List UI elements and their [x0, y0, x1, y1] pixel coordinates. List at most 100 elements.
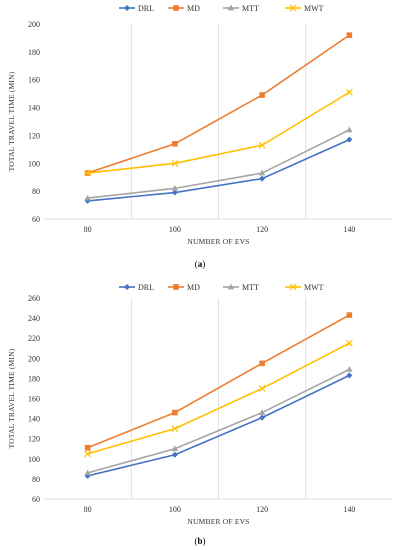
data-point-drl [171, 189, 178, 196]
data-point-mwt [171, 425, 179, 433]
data-point-mwt-stroke-b [345, 88, 353, 96]
legend-marker-mtt [227, 4, 235, 11]
y-tick-label: 140 [28, 104, 40, 113]
y-tick-label: 160 [28, 76, 40, 85]
series-line-drl [87, 374, 350, 477]
x-tick-label: 100 [169, 225, 181, 234]
data-point-mwt-stroke-b [258, 141, 266, 149]
legend-marker-mwt-stroke-b [289, 283, 297, 291]
legend-label-drl: DRL [138, 283, 154, 292]
y-tick-label: 100 [28, 455, 40, 464]
data-point-mwt-stroke-b [345, 339, 353, 347]
data-point-mwt [171, 159, 179, 167]
legend: DRL MD MTT MWT [119, 283, 324, 292]
y-tick-label: 80 [32, 187, 40, 196]
y-tick-label: 220 [28, 334, 40, 343]
data-point-md [259, 92, 265, 98]
series-line-mtt [87, 368, 350, 474]
x-tick-label: 80 [84, 225, 92, 234]
y-tick-label: 180 [28, 48, 40, 57]
data-point-md [172, 140, 178, 147]
legend-label-mwt: MWT [304, 4, 324, 13]
chart-a: 60 80 100 120 140 160 180 200 80 100 120 140 NUMBER … [7, 4, 393, 269]
legend: DRL MD MTT MWT [119, 4, 324, 13]
y-tick-label: 200 [28, 20, 40, 29]
data-point-mtt [258, 409, 266, 415]
y-axis-label: TOTAL TRAVEL TIME (MIN) [7, 348, 16, 448]
y-tick-label: 60 [32, 215, 40, 224]
data-point-md [259, 360, 265, 367]
data-point-drl [171, 451, 178, 458]
legend-marker-mtt [227, 283, 235, 290]
legend-label-md: MD [187, 4, 200, 13]
y-tick-label: 120 [28, 131, 40, 140]
data-point-md [172, 409, 178, 416]
data-point-drl [259, 414, 266, 421]
series-line-mwt [87, 91, 350, 174]
y-tick-label: 140 [28, 415, 40, 424]
data-point-mtt [346, 365, 353, 372]
legend-marker-mwt [289, 4, 297, 12]
data-point-mwt [84, 450, 92, 458]
x-axis-label: NUMBER OF EVS [187, 237, 249, 246]
legend-label-mwt: MWT [304, 283, 324, 292]
data-point-drl [346, 136, 353, 143]
chart-b: 60 80 100 120 140 160 180 200 220 240 260 80 100 120 1… [7, 283, 393, 546]
data-point-mwt-stroke-b [258, 385, 266, 392]
series-line-md [87, 314, 350, 449]
x-tick-label: 140 [343, 225, 355, 234]
data-point-mwt [258, 141, 266, 149]
y-tick-label: 120 [28, 435, 40, 444]
data-point-drl [259, 175, 266, 182]
legend-marker-drl [124, 284, 130, 290]
data-point-mwt [84, 169, 92, 177]
legend-marker-md [173, 5, 179, 11]
y-tick-label: 260 [28, 294, 40, 303]
data-point-mwt-stroke-b [84, 169, 92, 177]
data-point-mwt-stroke-b [84, 450, 92, 458]
data-point-mwt-stroke-b [171, 159, 179, 167]
legend-label-md: MD [187, 283, 200, 292]
x-tick-label: 80 [84, 505, 92, 514]
y-tick-label: 160 [28, 395, 40, 404]
x-tick-label: 120 [256, 225, 268, 234]
legend-label-drl: DRL [138, 4, 154, 13]
x-tick-label: 140 [343, 505, 355, 514]
data-point-mtt [84, 194, 91, 201]
data-point-mtt [84, 469, 91, 476]
legend-marker-mwt [289, 283, 297, 291]
data-point-mtt [171, 445, 179, 452]
legend-marker-drl [124, 5, 130, 11]
data-point-mwt [345, 339, 353, 347]
y-tick-label: 200 [28, 354, 40, 363]
y-tick-label: 80 [32, 475, 40, 484]
data-point-mwt-stroke-b [171, 425, 179, 433]
series-line-md [87, 34, 350, 174]
y-tick-label: 180 [28, 374, 40, 383]
data-point-md [346, 312, 353, 318]
data-point-mtt [258, 169, 266, 176]
legend-marker-md [173, 284, 179, 290]
data-point-mtt [171, 184, 179, 191]
legend-marker-mwt-stroke-b [289, 4, 297, 12]
legend-label-mtt: MTT [242, 283, 259, 292]
data-point-mtt [346, 126, 353, 133]
data-point-drl [346, 372, 353, 379]
y-axis-label: TOTAL TRAVEL TIME (MIN) [7, 71, 16, 171]
series-line-mtt [87, 129, 350, 199]
y-tick-label: 100 [28, 159, 40, 168]
figure-caption: (a) [195, 259, 206, 269]
x-tick-label: 100 [169, 505, 181, 514]
data-point-md [84, 444, 91, 451]
data-point-md [346, 32, 353, 38]
x-tick-label: 120 [256, 505, 268, 514]
y-tick-label: 60 [32, 495, 40, 504]
data-point-mwt [345, 88, 353, 96]
legend-label-mtt: MTT [242, 4, 259, 13]
x-axis-label: NUMBER OF EVS [187, 517, 249, 526]
series-line-mwt [87, 342, 350, 455]
series-line-drl [87, 138, 350, 202]
data-point-mwt [258, 385, 266, 392]
y-tick-label: 240 [28, 314, 40, 323]
